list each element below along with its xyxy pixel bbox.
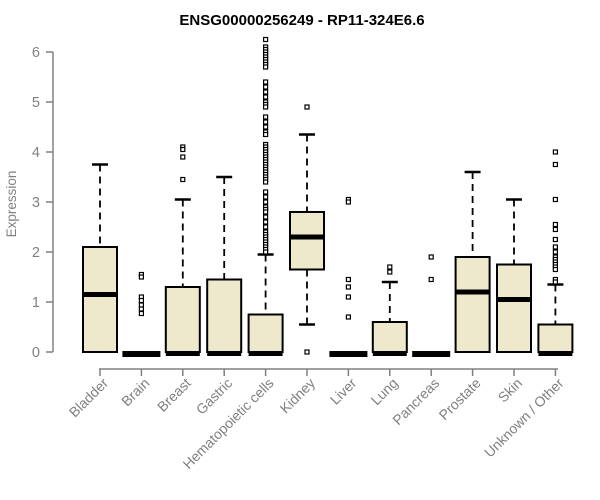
outlier-point	[263, 194, 269, 200]
box	[496, 263, 532, 353]
outlier-point	[263, 214, 269, 220]
box	[289, 211, 325, 271]
outlier-point	[304, 104, 310, 110]
outlier-point	[263, 119, 269, 125]
box	[82, 246, 118, 353]
outlier-point	[263, 199, 269, 205]
x-category-label: Prostate	[436, 375, 484, 423]
outlier-point	[387, 269, 393, 275]
box	[247, 313, 284, 353]
box	[371, 321, 408, 353]
median-line	[290, 234, 324, 240]
x-category-label: Brain	[118, 375, 152, 409]
x-category-label: Kidney	[277, 375, 319, 417]
median-line	[83, 292, 117, 297]
x-category-label: Liver	[327, 375, 360, 408]
median-line	[165, 351, 200, 356]
y-tick-label: 5	[32, 95, 40, 111]
y-tick-label: 6	[32, 45, 40, 61]
outlier-point	[428, 276, 434, 283]
outlier-point	[263, 131, 269, 138]
outlier-point	[263, 124, 269, 130]
y-tick-label: 0	[32, 345, 40, 361]
outlier-point	[552, 161, 559, 168]
outlier-point	[552, 221, 559, 228]
outlier-point	[552, 196, 559, 203]
median-line	[538, 351, 573, 356]
outlier-point	[263, 79, 269, 85]
outlier-point	[263, 64, 269, 70]
median-line	[455, 289, 490, 295]
flat-box	[122, 351, 161, 357]
y-tick-label: 2	[32, 245, 40, 261]
outlier-point	[345, 199, 351, 205]
outlier-point	[263, 209, 269, 215]
outlier-point	[304, 349, 310, 355]
box	[537, 323, 574, 353]
outlier-point	[345, 294, 351, 300]
outlier-point	[387, 264, 393, 270]
outlier-point	[263, 249, 269, 255]
y-tick-label: 4	[32, 145, 40, 161]
outlier-point	[552, 244, 559, 250]
outlier-point	[345, 314, 351, 320]
box	[206, 278, 243, 353]
outlier-point	[138, 274, 144, 280]
median-line	[497, 297, 531, 302]
median-line	[207, 351, 242, 356]
outlier-point	[552, 266, 559, 273]
outlier-point	[263, 114, 269, 120]
flat-box	[412, 351, 451, 357]
outlier-point	[552, 149, 559, 155]
outlier-point	[428, 254, 434, 260]
y-tick-label: 3	[32, 195, 40, 211]
outlier-point	[263, 224, 269, 230]
median-line	[248, 351, 283, 356]
median-line	[372, 351, 407, 356]
x-category-label: Bladder	[66, 375, 112, 421]
outlier-point	[552, 249, 559, 255]
chart-title: ENSG00000256249 - RP11-324E6.6	[179, 12, 424, 29]
outlier-point	[552, 279, 559, 285]
outlier-point	[263, 219, 269, 225]
flat-box	[329, 351, 368, 357]
x-category-label: Breast	[154, 375, 194, 415]
x-category-label: Lung	[368, 375, 401, 408]
outlier-point	[263, 36, 269, 43]
outlier-point	[263, 94, 269, 100]
outlier-point	[180, 154, 186, 160]
outlier-point	[180, 176, 186, 183]
outlier-point	[138, 310, 144, 317]
outlier-point	[345, 284, 351, 290]
outlier-point	[263, 104, 269, 110]
outlier-point	[552, 236, 559, 243]
outlier-point	[263, 84, 269, 90]
outlier-point	[138, 306, 144, 312]
box	[164, 286, 201, 353]
outlier-point	[263, 89, 269, 95]
x-category-label: Unknown / Other	[481, 375, 567, 461]
outlier-point	[138, 297, 144, 304]
outlier-point	[345, 276, 351, 283]
x-category-label: Skin	[495, 375, 526, 406]
outlier-point	[263, 179, 269, 185]
y-axis-label: Expression	[4, 171, 19, 238]
outlier-point	[180, 146, 186, 153]
outlier-point	[263, 189, 269, 195]
outlier-point	[138, 302, 144, 308]
outlier-point	[552, 226, 559, 233]
box	[454, 256, 491, 353]
y-tick-label: 1	[32, 295, 40, 311]
